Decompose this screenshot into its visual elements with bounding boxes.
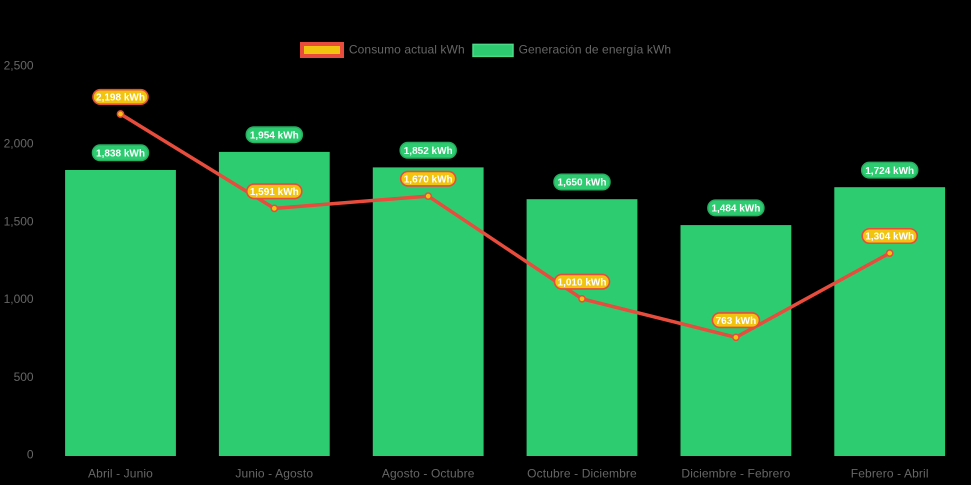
svg-text:2,000: 2,000 (4, 137, 34, 151)
svg-text:Febrero - Abril: Febrero - Abril (851, 467, 929, 481)
svg-text:1,724 kWh: 1,724 kWh (865, 166, 914, 177)
svg-text:1,000: 1,000 (4, 292, 34, 306)
svg-text:Junio - Agosto: Junio - Agosto (235, 467, 313, 481)
svg-text:1,650 kWh: 1,650 kWh (558, 178, 607, 189)
svg-text:Diciembre - Febrero: Diciembre - Febrero (681, 467, 790, 481)
svg-text:0: 0 (27, 448, 34, 462)
svg-text:1,484 kWh: 1,484 kWh (711, 204, 760, 215)
svg-text:Generación de energía kWh: Generación de energía kWh (519, 42, 672, 56)
svg-text:1,304 kWh: 1,304 kWh (865, 232, 914, 243)
svg-text:1,591 kWh: 1,591 kWh (250, 187, 299, 198)
svg-text:Consumo actual kWh: Consumo actual kWh (349, 42, 465, 56)
svg-text:763 kWh: 763 kWh (716, 316, 757, 327)
svg-text:2,500: 2,500 (4, 59, 34, 73)
svg-text:1,010 kWh: 1,010 kWh (558, 277, 607, 288)
svg-text:1,670 kWh: 1,670 kWh (404, 174, 453, 185)
svg-text:Abril - Junio: Abril - Junio (88, 467, 153, 481)
svg-text:2,198 kWh: 2,198 kWh (96, 93, 145, 104)
svg-text:500: 500 (14, 370, 34, 384)
svg-text:1,852 kWh: 1,852 kWh (404, 146, 453, 157)
svg-text:1,954 kWh: 1,954 kWh (250, 130, 299, 141)
svg-text:Agosto - Octubre: Agosto - Octubre (382, 467, 475, 481)
svg-text:1,500: 1,500 (4, 214, 34, 228)
svg-text:1,838 kWh: 1,838 kWh (96, 148, 145, 159)
svg-text:Octubre - Diciembre: Octubre - Diciembre (527, 467, 637, 481)
